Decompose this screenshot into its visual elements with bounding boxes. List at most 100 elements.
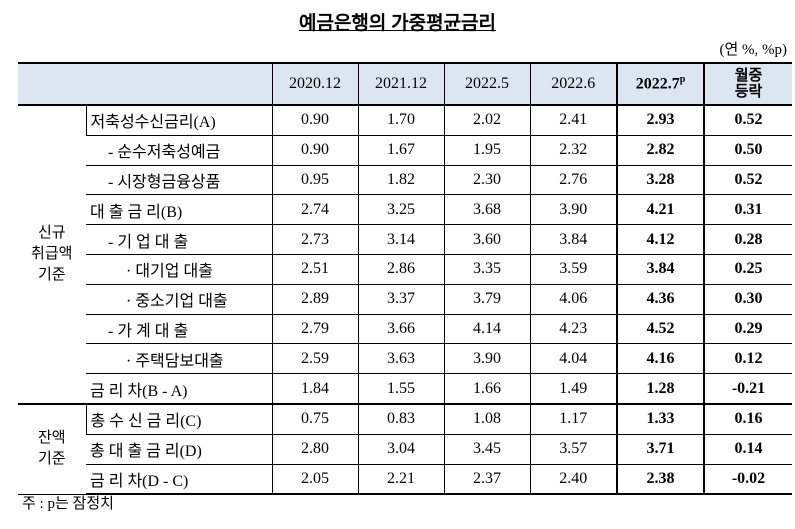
rate-cell: 4.12	[616, 224, 705, 255]
rate-cell: 3.57	[529, 433, 617, 465]
rate-cell: 1.55	[357, 373, 444, 405]
rate-cell: 0.50	[703, 134, 792, 166]
rate-cell: 3.90	[443, 343, 530, 375]
rate-cell: 3.90	[529, 194, 617, 226]
column-header: 2022.6	[529, 62, 617, 106]
group-label-line: 기준	[37, 451, 66, 468]
rate-cell: 1.66	[443, 373, 530, 405]
table-row: · 대기업 대출 2.51 2.86 3.35 3.59 3.84 0.25	[18, 253, 792, 285]
rate-cell: 1.82	[357, 164, 444, 196]
rate-cell: 3.84	[529, 224, 617, 255]
row-label: - 가 계 대 출	[86, 313, 272, 345]
rate-cell: 2.32	[529, 134, 617, 166]
rate-cell: 3.66	[357, 313, 444, 345]
header-blank	[18, 62, 272, 106]
rate-cell: 0.16	[703, 402, 792, 435]
group-label-line: 기준	[37, 266, 66, 283]
rate-cell: 4.04	[529, 343, 617, 375]
rate-cell: 0.12	[703, 343, 792, 375]
rate-cell: 1.95	[443, 134, 530, 166]
rate-table: 2020.12 2021.12 2022.5 2022.6 2022.7p 월중 등락 신규…	[18, 62, 792, 496]
row-label: 금 리 차(B - A)	[86, 373, 272, 405]
row-label: · 주택담보대출	[86, 343, 272, 375]
row-group: 신규 취급액 기준 저축성수신금리(A) 0.90 1.70 2.02 2.41 2.93 0.5…	[18, 104, 792, 405]
rate-cell: 4.16	[616, 343, 705, 375]
group-label-line: 잔액	[37, 430, 66, 447]
table-row: - 순수저축성예금 0.90 1.67 1.95 2.32 2.82 0.50	[18, 134, 792, 166]
rate-cell: 4.21	[616, 194, 705, 226]
rate-cell: 4.36	[616, 283, 705, 315]
unit: (연 %, %p)	[719, 42, 787, 58]
table-row: - 시장형금융상품 0.95 1.82 2.30 2.76 3.28 0.52	[18, 164, 792, 196]
rate-cell: 3.71	[616, 433, 705, 465]
rate-cell: 0.30	[703, 283, 792, 315]
rate-cell: 1.67	[357, 134, 444, 166]
rate-cell: 3.37	[357, 283, 444, 315]
column-header: 2020.12	[271, 62, 358, 106]
rate-cell: 3.35	[443, 253, 530, 285]
rate-cell: 2.21	[357, 463, 444, 496]
title-text: 예금은행의 가중평균금리	[298, 13, 497, 34]
rate-cell: 3.28	[616, 164, 705, 196]
row-label: 저축성수신금리(A)	[85, 104, 272, 136]
rate-cell: 1.70	[357, 104, 444, 136]
rate-cell: 2.82	[616, 134, 705, 166]
rate-cell: 3.84	[616, 253, 705, 285]
column-header: 2022.7p	[616, 62, 705, 106]
rate-cell: 2.76	[529, 164, 617, 196]
rate-cell: 2.51	[271, 253, 358, 285]
table-row: 잔액 기준 총 수 신 금 리(C) 0.75 0.83 1.08 1.17 1.33 0.16	[18, 402, 792, 495]
title: 예금은행의 가중평균금리	[0, 8, 795, 35]
table-row: 금 리 차(B - A) 1.84 1.55 1.66 1.49 1.28 -0.21	[18, 373, 792, 405]
group-label: 신규 취급액 기준	[18, 104, 86, 405]
table-row: 금 리 차(D - C) 2.05 2.21 2.37 2.40 2.38 -0.02	[18, 463, 792, 496]
rate-cell: 0.28	[703, 224, 792, 255]
rate-cell: 0.29	[703, 313, 792, 345]
rate-cell: 3.60	[443, 224, 530, 255]
rate-cell: 2.05	[271, 463, 358, 496]
rate-cell: 3.45	[443, 433, 530, 465]
rate-cell: 0.25	[703, 253, 792, 285]
rate-cell: 2.93	[616, 104, 705, 136]
rate-cell: 3.59	[529, 253, 617, 285]
table-row: 총 대 출 금 리(D) 2.80 3.04 3.45 3.57 3.71 0.14	[18, 433, 792, 465]
rate-cell: 1.17	[529, 402, 617, 435]
rate-cell: 1.33	[616, 402, 705, 435]
rate-cell: 2.80	[271, 433, 358, 465]
table-row: - 가 계 대 출 2.79 3.66 4.14 4.23 4.52 0.29	[18, 313, 792, 345]
rate-cell: 0.52	[703, 164, 792, 196]
rate-cell: 0.31	[703, 194, 792, 226]
rate-cell: 2.41	[529, 104, 617, 136]
table-row: 신규 취급액 기준 저축성수신금리(A) 0.90 1.70 2.02 2.41 2.93 0.5…	[18, 104, 792, 405]
footnote: 주 : p는 잠정치	[22, 496, 114, 512]
table-row: · 주택담보대출 2.59 3.63 3.90 4.04 4.16 0.12	[18, 343, 792, 375]
row-label: - 순수저축성예금	[86, 134, 272, 166]
column-header: 월중 등락	[703, 62, 792, 106]
row-label: - 시장형금융상품	[86, 164, 272, 196]
row-label: 총 대 출 금 리(D)	[86, 433, 272, 465]
rate-cell: 2.89	[271, 283, 358, 315]
rate-cell: 2.38	[616, 463, 705, 496]
row-label: 총 수 신 금 리(C)	[85, 402, 272, 435]
column-header-line: 등락	[734, 84, 763, 100]
column-header-line: 월중	[734, 68, 763, 84]
rate-cell: 2.74	[271, 194, 358, 226]
rate-cell: 2.59	[271, 343, 358, 375]
rate-cell: 0.75	[271, 402, 358, 435]
rate-cell: 4.23	[529, 313, 617, 345]
rate-cell: 3.04	[357, 433, 444, 465]
rate-cell: -0.21	[703, 373, 792, 405]
rate-cell: 2.73	[271, 224, 358, 255]
group-label-line: 취급액	[31, 245, 73, 262]
rate-cell: 1.28	[616, 373, 705, 405]
rate-cell: 2.86	[357, 253, 444, 285]
rate-cell: 1.08	[443, 402, 530, 435]
header-row: 2020.12 2021.12 2022.5 2022.6 2022.7p 월중 등락	[18, 62, 792, 106]
row-label: · 중소기업 대출	[86, 283, 272, 315]
rate-cell: 3.63	[357, 343, 444, 375]
rate-cell: 0.95	[271, 164, 358, 196]
rate-cell: 1.84	[271, 373, 358, 405]
rate-cell: 2.79	[271, 313, 358, 345]
table-row: - 기 업 대 출 2.73 3.14 3.60 3.84 4.12 0.28	[18, 224, 792, 255]
